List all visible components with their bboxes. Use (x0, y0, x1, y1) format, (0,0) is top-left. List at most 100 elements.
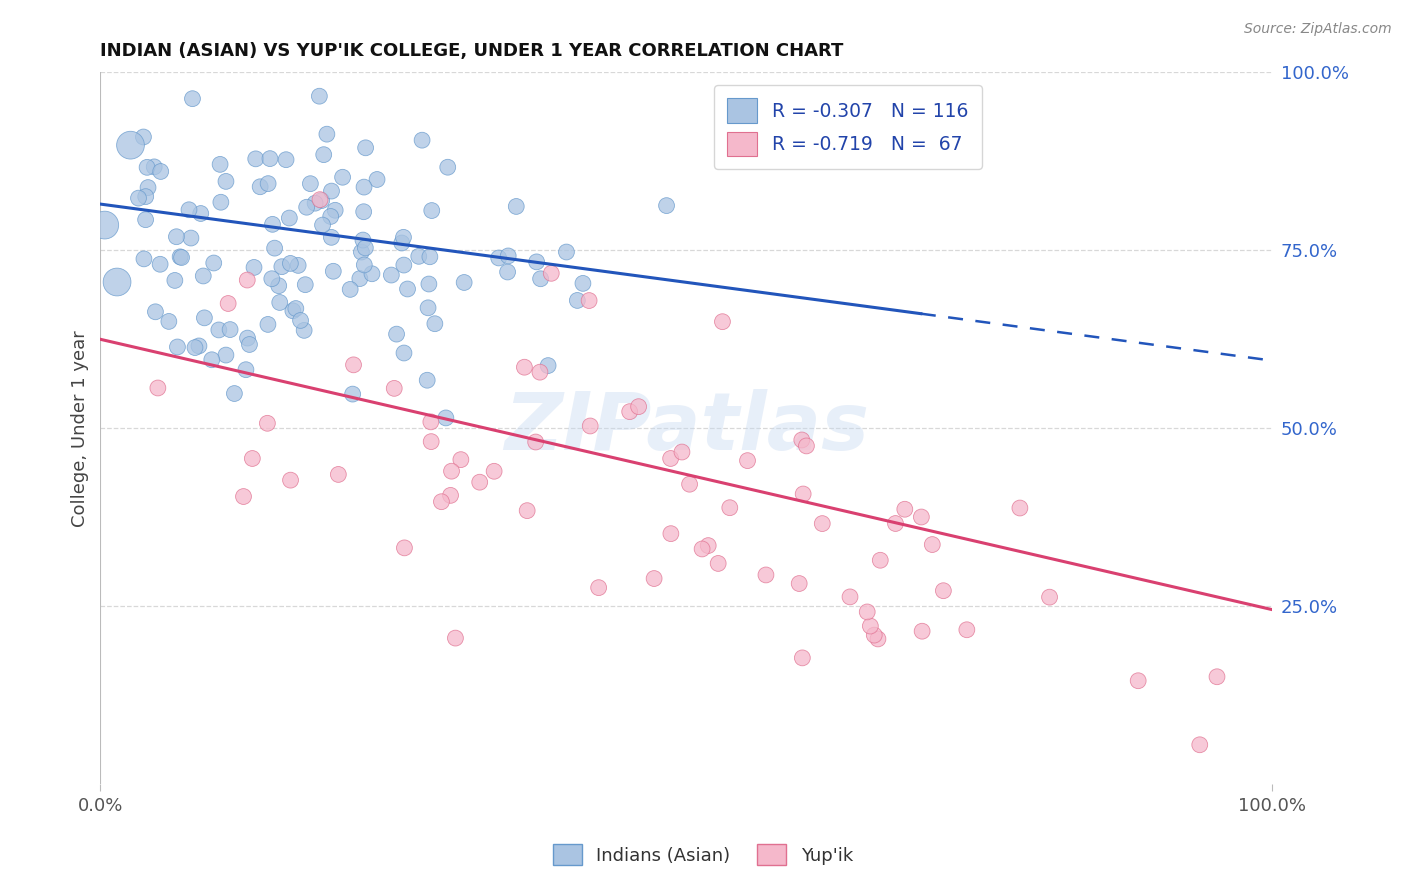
Point (366, 172, 388, 186)
Point (349, 271, 371, 285)
Point (537, 359, 560, 373)
Text: INDIAN (ASIAN) VS YUP'IK COLLEGE, UNDER 1 YEAR CORRELATION CHART: INDIAN (ASIAN) VS YUP'IK COLLEGE, UNDER … (100, 42, 844, 60)
Point (312, 147, 335, 161)
Point (209, 195, 232, 210)
Point (707, 557, 730, 571)
Point (292, 323, 315, 337)
Point (790, 433, 813, 447)
Point (1038, 590, 1060, 604)
Point (453, 276, 475, 290)
Point (259, 152, 281, 166)
Point (391, 235, 413, 250)
Text: Source: ZipAtlas.com: Source: ZipAtlas.com (1244, 22, 1392, 37)
Point (263, 241, 285, 255)
Point (354, 141, 377, 155)
Point (737, 453, 759, 467)
Legend: Indians (Asian), Yup'ik: Indians (Asian), Yup'ik (544, 835, 862, 874)
Point (270, 260, 292, 274)
Point (392, 230, 415, 244)
Point (921, 537, 943, 551)
Point (567, 293, 589, 308)
Point (260, 271, 283, 285)
Point (328, 467, 350, 482)
Point (796, 439, 818, 453)
Point (256, 417, 278, 431)
Point (408, 249, 430, 263)
Point (353, 180, 375, 194)
Point (135, 212, 157, 227)
Point (215, 174, 238, 188)
Point (671, 445, 693, 459)
Point (655, 199, 678, 213)
Point (1188, 738, 1211, 752)
Point (132, 130, 155, 145)
Point (859, 619, 882, 633)
Point (224, 386, 246, 401)
Point (496, 249, 519, 263)
Point (869, 553, 891, 567)
Point (956, 623, 979, 637)
Point (382, 381, 405, 395)
Point (236, 331, 259, 345)
Point (856, 605, 879, 619)
Point (315, 127, 337, 141)
Point (180, 231, 202, 245)
Point (392, 258, 415, 272)
Point (524, 435, 547, 450)
Point (217, 296, 239, 310)
Point (1008, 501, 1031, 516)
Point (505, 199, 527, 213)
Point (482, 464, 505, 478)
Point (170, 251, 193, 265)
Point (416, 373, 439, 387)
Point (193, 310, 215, 325)
Point (352, 233, 374, 247)
Y-axis label: College, Under 1 year: College, Under 1 year (72, 330, 89, 526)
Point (579, 419, 602, 434)
Point (262, 217, 284, 231)
Point (690, 541, 713, 556)
Point (588, 581, 610, 595)
Point (811, 516, 834, 531)
Point (420, 203, 443, 218)
Point (257, 318, 280, 332)
Point (342, 358, 364, 372)
Point (394, 541, 416, 555)
Point (208, 323, 231, 337)
Point (659, 526, 682, 541)
Point (135, 189, 157, 203)
Point (278, 211, 301, 225)
Point (181, 92, 204, 106)
Point (323, 203, 346, 218)
Point (396, 282, 419, 296)
Point (249, 179, 271, 194)
Point (911, 624, 934, 639)
Point (295, 200, 318, 214)
Point (1206, 670, 1229, 684)
Point (434, 411, 457, 425)
Point (304, 196, 326, 211)
Point (932, 583, 955, 598)
Point (190, 206, 212, 220)
Point (145, 305, 167, 319)
Point (281, 303, 304, 318)
Point (540, 266, 562, 280)
Point (353, 204, 375, 219)
Point (894, 502, 917, 516)
Point (157, 314, 180, 328)
Point (839, 590, 862, 604)
Point (439, 488, 461, 502)
Point (143, 160, 166, 174)
Point (202, 256, 225, 270)
Point (339, 282, 361, 296)
Point (419, 415, 441, 429)
Point (526, 255, 548, 269)
Point (274, 153, 297, 167)
Point (884, 516, 907, 531)
Point (555, 245, 578, 260)
Point (267, 278, 290, 293)
Point (269, 295, 291, 310)
Point (361, 267, 384, 281)
Point (290, 313, 312, 327)
Point (193, 268, 215, 283)
